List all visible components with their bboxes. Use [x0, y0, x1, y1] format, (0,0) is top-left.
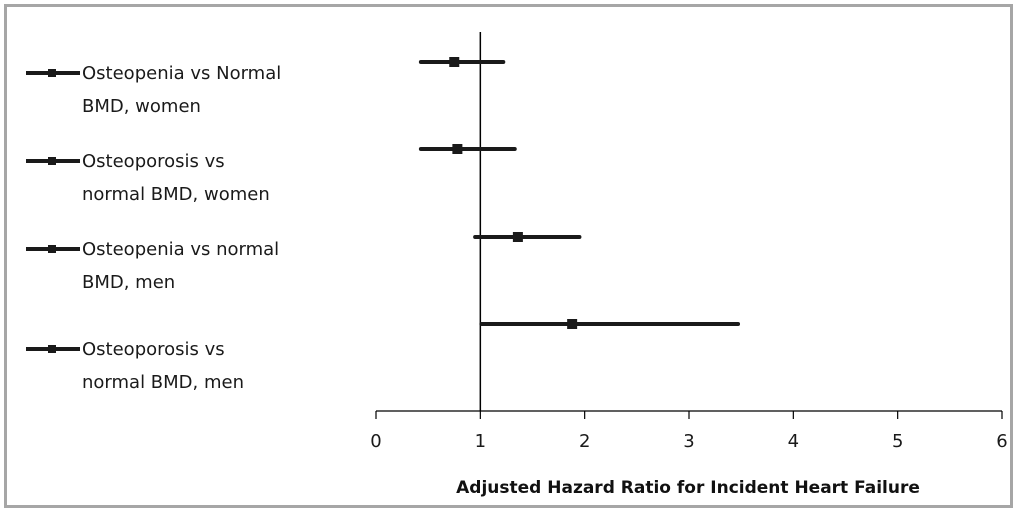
legend-entry-3: Osteopenia vs normal BMD, men: [26, 239, 279, 293]
legend-entry-2: Osteoporosis vs normal BMD, women: [26, 151, 270, 205]
x-tick-label: 1: [475, 431, 486, 452]
series-3: [473, 232, 582, 242]
legend-marker-icon: [48, 245, 56, 253]
hr-point: [449, 57, 460, 67]
legend-label-line: BMD, men: [82, 272, 175, 293]
x-axis-title: Adjusted Hazard Ratio for Incident Heart…: [456, 478, 920, 498]
legend-label-line: Osteoporosis vs: [82, 339, 225, 360]
legend-label-line: Osteoporosis vs: [82, 151, 225, 172]
series-4: [479, 319, 741, 329]
series-2: [418, 144, 517, 154]
legend-label-line: BMD, women: [82, 96, 201, 117]
x-tick-label: 3: [683, 431, 694, 452]
series-1: [418, 57, 506, 67]
x-tick-label: 4: [788, 431, 799, 452]
legend-label: Osteopenia vs normal BMD, men: [82, 239, 279, 293]
legend-label-line: normal BMD, men: [82, 372, 244, 393]
hr-point: [512, 232, 523, 242]
legend-marker-icon: [48, 345, 56, 353]
plot-series: [418, 57, 741, 329]
legend-label-line: Osteopenia vs normal: [82, 239, 279, 260]
legend-entry-1: Osteopenia vs Normal BMD, women: [26, 63, 281, 117]
legend-label: Osteoporosis vs normal BMD, men: [82, 339, 244, 393]
hr-point: [452, 144, 463, 154]
x-tick-label: 2: [579, 431, 590, 452]
legend-label: Osteoporosis vs normal BMD, women: [82, 151, 270, 205]
chart-frame: [4, 4, 1013, 508]
x-tick-label: 5: [892, 431, 903, 452]
legend-marker-icon: [48, 69, 56, 77]
legend: Osteopenia vs Normal BMD, women Osteoporo…: [26, 63, 281, 393]
legend-entry-4: Osteoporosis vs normal BMD, men: [26, 339, 244, 393]
legend-label: Osteopenia vs Normal BMD, women: [82, 63, 281, 117]
legend-label-line: Osteopenia vs Normal: [82, 63, 281, 84]
x-axis: 0 1 2 3 4 5 6: [370, 32, 1008, 452]
hr-point: [567, 319, 578, 329]
legend-marker-icon: [48, 157, 56, 165]
x-tick-label: 0: [370, 431, 381, 452]
legend-label-line: normal BMD, women: [82, 184, 270, 205]
x-tick-label: 6: [996, 431, 1007, 452]
